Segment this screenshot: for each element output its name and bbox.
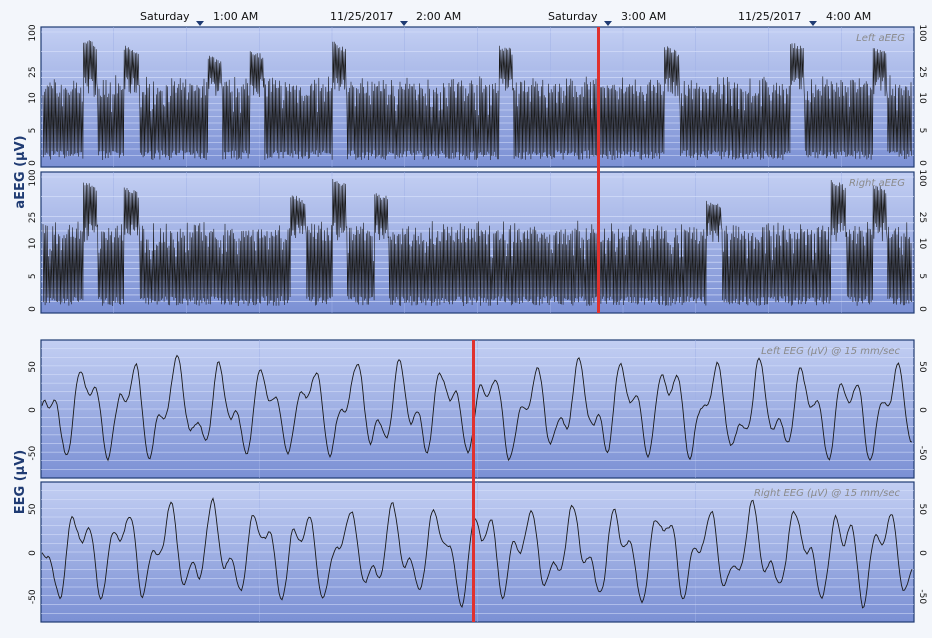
aeeg-time-cursor[interactable] [597, 27, 600, 313]
y-ticks: 0 0 5 5 10 10 25 25 100 100 [28, 169, 927, 312]
eeg-axis-title: EEG (µV) [13, 450, 28, 514]
timeline-date-label: Saturday [548, 10, 598, 23]
right-eeg-trace [41, 497, 913, 609]
timeline-time-label: 3:00 AM [621, 10, 666, 23]
y-ticks: 50 50 0 0 -50 -50 [28, 503, 927, 604]
right-aeeg-panel: Right aEEG 0 0 5 5 10 10 25 25 100 100 [28, 169, 927, 314]
y-tick-label: -50 [28, 446, 38, 461]
y-tick-label: 0 [28, 407, 38, 413]
timeline-time-label: 2:00 AM [416, 10, 461, 23]
y-tick-label: 10 [917, 92, 927, 104]
y-tick-label: 5 [28, 128, 38, 134]
y-tick-label: 0 [917, 160, 927, 166]
timeline: Saturday 1:00 AM 11/25/2017 2:00 AM Satu… [140, 10, 871, 26]
y-tick-label: 10 [28, 92, 38, 104]
y-tick-label: 10 [917, 238, 927, 250]
y-tick-label: 5 [28, 273, 38, 279]
y-tick-label: 25 [917, 66, 927, 77]
y-tick-label: 5 [917, 128, 927, 134]
y-tick-label: 100 [917, 169, 927, 186]
panel-grid [41, 482, 914, 622]
y-tick-label: -50 [28, 589, 38, 604]
y-tick-label: 50 [917, 361, 927, 373]
y-tick-label: 0 [917, 306, 927, 312]
y-tick-label: 50 [917, 504, 927, 516]
eeg-time-cursor[interactable] [472, 340, 475, 622]
y-tick-label: 100 [28, 169, 38, 186]
y-tick-label: 0 [28, 306, 38, 312]
timeline-date-label: 11/25/2017 [330, 10, 393, 23]
y-tick-label: -50 [917, 589, 927, 604]
y-tick-label: 25 [917, 212, 927, 223]
y-tick-label: 0 [28, 160, 38, 166]
y-tick-label: 25 [28, 66, 38, 77]
hour-marker-icon [604, 21, 612, 26]
left-eeg-panel: Left EEG (µV) @ 15 mm/sec 50 50 0 0 -50 -50 [28, 339, 927, 479]
panel-title: Right aEEG [849, 178, 905, 189]
hour-marker-icon [400, 21, 408, 26]
panel-title: Right EEG (µV) @ 15 mm/sec [754, 488, 901, 499]
hour-marker-icon [809, 21, 817, 26]
y-tick-label: 0 [917, 407, 927, 413]
panel-title: Left aEEG [856, 33, 905, 44]
y-tick-label: 0 [28, 550, 38, 556]
y-tick-label: 0 [917, 550, 927, 556]
y-tick-label: 100 [917, 24, 927, 41]
right-aeeg-trace [42, 178, 912, 307]
y-tick-label: 5 [917, 273, 927, 279]
timeline-date-label: 11/25/2017 [738, 10, 801, 23]
hour-marker-icon [196, 21, 204, 26]
y-ticks: 0 0 5 5 10 10 25 25 100 100 [28, 24, 927, 166]
panel-title: Left EEG (µV) @ 15 mm/sec [761, 346, 900, 357]
y-tick-label: 25 [28, 212, 38, 223]
left-eeg-trace [41, 354, 913, 462]
y-tick-label: 100 [28, 24, 38, 41]
timeline-date-label: Saturday [140, 10, 190, 23]
y-ticks: 50 50 0 0 -50 -50 [28, 361, 927, 461]
y-tick-label: 50 [28, 503, 38, 515]
y-tick-label: 50 [28, 361, 38, 373]
right-eeg-panel: Right EEG (µV) @ 15 mm/sec 50 50 0 0 -50 -50 [28, 481, 927, 623]
y-tick-label: 10 [28, 238, 38, 250]
aeeg-axis-title: aEEG (µV) [13, 135, 28, 208]
timeline-time-label: 4:00 AM [826, 10, 871, 23]
left-aeeg-trace [42, 40, 912, 161]
timeline-time-label: 1:00 AM [213, 10, 258, 23]
y-tick-label: -50 [917, 446, 927, 461]
left-aeeg-panel: Left aEEG 0 0 5 5 10 10 25 25 100 100 [28, 24, 927, 168]
